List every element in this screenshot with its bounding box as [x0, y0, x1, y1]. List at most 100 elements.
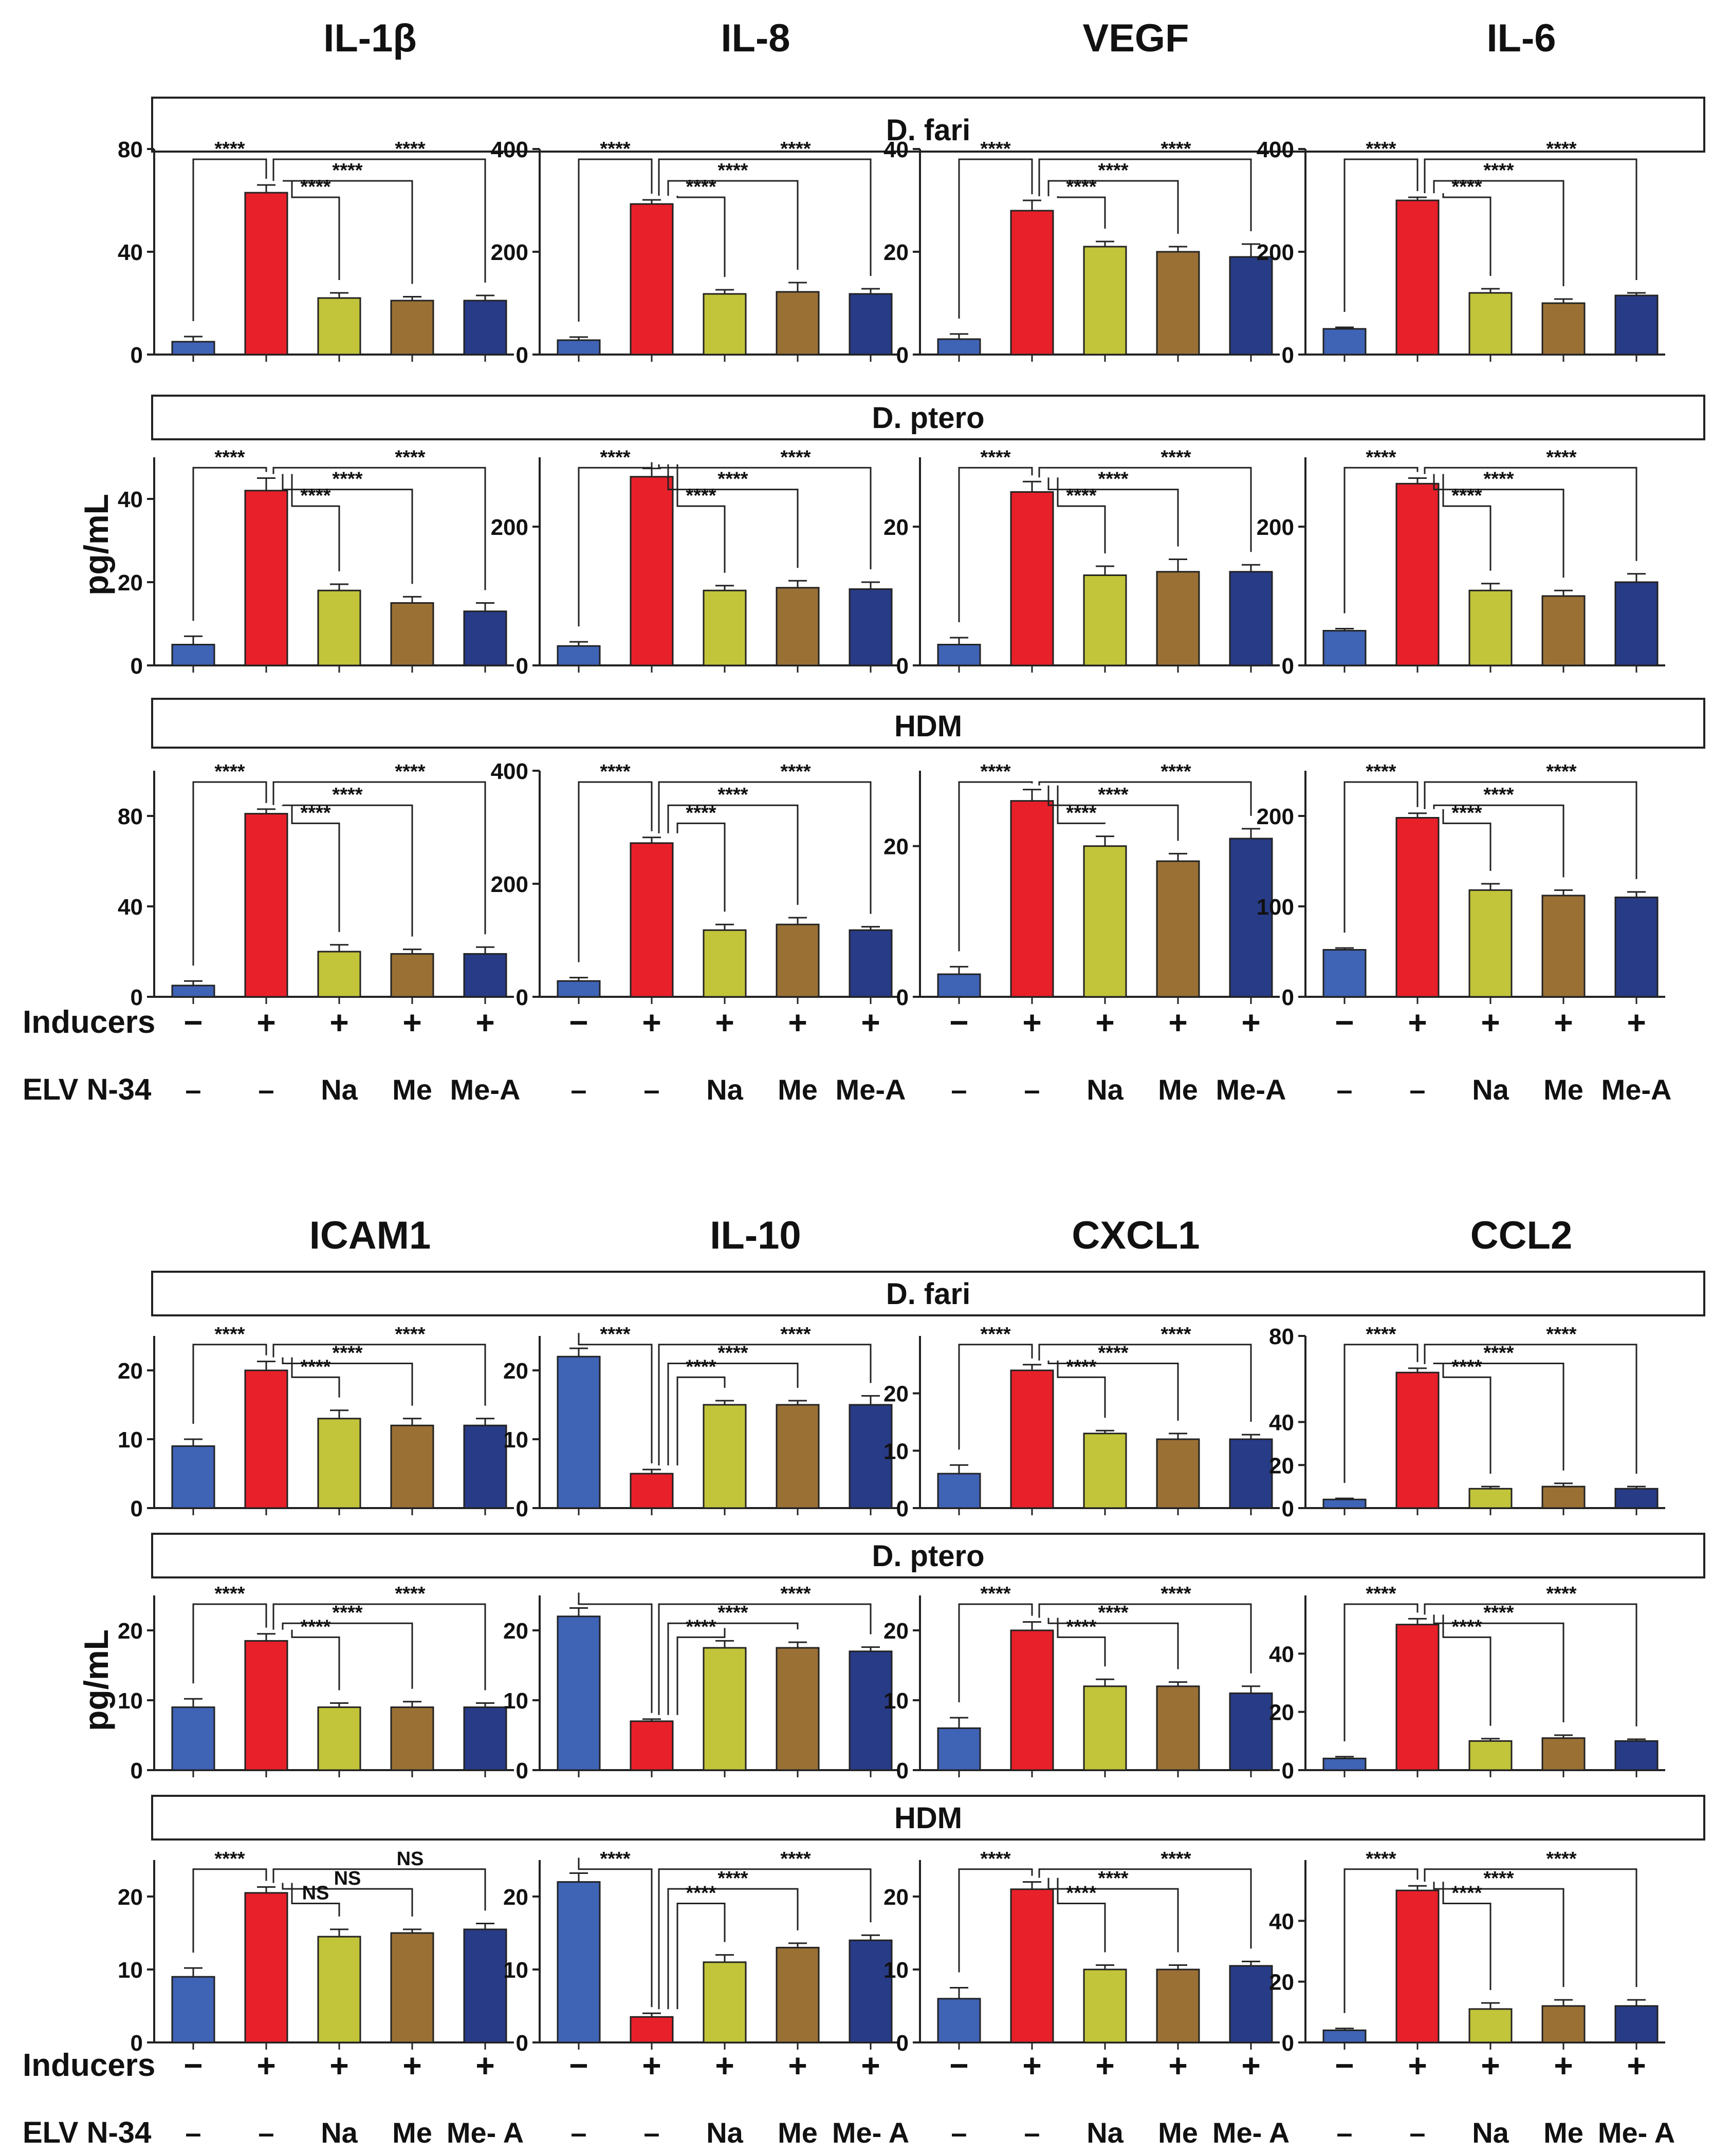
- significance-bracket: [676, 196, 726, 277]
- chart-panel-IL-1β-D. fari: 04080 **** ************: [118, 137, 514, 368]
- significance-bracket: [1433, 1363, 1564, 1471]
- bar-Na: [317, 589, 361, 666]
- inducers-row-label: Inducers: [23, 2048, 155, 2083]
- significance-bracket: [667, 804, 799, 905]
- inducer-sign: −: [949, 1004, 968, 1041]
- significance-bracket: [958, 158, 1033, 319]
- bar-Na: [1468, 1488, 1513, 1509]
- chart-title: ICAM1: [309, 1214, 431, 1257]
- significance-bracket: [282, 804, 413, 937]
- y-tick-label: 0: [1282, 1758, 1294, 1783]
- y-tick-label: 20: [118, 570, 143, 596]
- significance-label: ****: [600, 447, 630, 468]
- inducer-sign: +: [715, 2047, 734, 2084]
- y-tick-label: 20: [883, 1619, 909, 1644]
- chart-panel-CCL2-D. fari: 0204080 **** ************: [1269, 1324, 1665, 1521]
- bar-Control: [557, 1615, 601, 1771]
- y-tick-label: 0: [1282, 2031, 1294, 2056]
- significance-bracket: [1424, 1868, 1637, 1987]
- y-tick-label: 0: [516, 1496, 528, 1521]
- elv-treatment-label: Me-A: [1216, 1073, 1286, 1106]
- bar-Na: [1083, 1685, 1127, 1771]
- significance-bracket: [192, 1868, 267, 1953]
- y-tick-label: 10: [118, 1427, 143, 1453]
- significance-label: ****: [300, 1356, 330, 1378]
- significance-bracket: [658, 1868, 872, 2010]
- significance-label: ****: [600, 138, 630, 160]
- y-tick-label: 0: [896, 1758, 909, 1783]
- significance-bracket: [1442, 809, 1491, 871]
- significance-label: ****: [600, 1848, 630, 1870]
- bar-Na: [1468, 292, 1513, 356]
- significance-bracket: [1057, 1618, 1106, 1667]
- bar-Control: [1322, 630, 1367, 666]
- significance-label: ****: [1483, 1602, 1514, 1624]
- bar-Control: [557, 339, 601, 356]
- bar-Inducer: [630, 203, 674, 356]
- bar-Inducer: [1395, 482, 1440, 666]
- significance-bracket: [283, 180, 413, 284]
- significance-bracket: [291, 1357, 340, 1398]
- y-tick-label: 0: [896, 343, 909, 368]
- elv-treatment-label: Me: [1158, 2116, 1198, 2149]
- bar-Na: [703, 1961, 747, 2043]
- y-tick-label: 80: [118, 137, 143, 162]
- significance-label: ****: [1451, 176, 1482, 198]
- elv-treatment-label: Na: [321, 2116, 358, 2149]
- significance-bracket: [192, 781, 267, 966]
- bar-Control: [171, 644, 215, 666]
- inducer-sign: +: [1408, 2047, 1427, 2084]
- significance-bracket: [658, 1344, 872, 1465]
- condition-label: D. ptero: [872, 401, 984, 435]
- elv-treatment-label: –: [1409, 1073, 1425, 1106]
- significance-label: ****: [1098, 1343, 1128, 1364]
- chart-title: IL-1β: [323, 16, 417, 60]
- bar-Control: [1322, 1757, 1367, 1771]
- bar-Control: [171, 341, 215, 356]
- significance-label: ****: [1161, 1583, 1191, 1605]
- y-tick-label: 0: [131, 1758, 143, 1783]
- bar-Me-A: [849, 293, 893, 356]
- significance-bracket: [291, 181, 340, 280]
- significance-bracket: [1047, 477, 1179, 547]
- inducer-sign: +: [1627, 2047, 1646, 2084]
- chart-panel-IL-10-D. ptero: 01020************: [503, 1583, 899, 1783]
- bar-Me-A: [849, 588, 893, 666]
- bar-Me-A: [1614, 1488, 1659, 1509]
- y-tick-label: 200: [1257, 240, 1294, 265]
- elv-treatment-label: –: [1336, 2116, 1352, 2149]
- significance-bracket: [676, 1376, 726, 1465]
- significance-bracket: [578, 781, 653, 962]
- bar-Me-A: [463, 610, 507, 666]
- chart-title: CXCL1: [1072, 1214, 1200, 1257]
- significance-bracket: [578, 1592, 653, 1713]
- inducer-sign: +: [1408, 1004, 1427, 1041]
- inducer-sign: +: [475, 1004, 494, 1041]
- significance-label: ****: [1366, 1848, 1396, 1870]
- significance-label: ****: [1546, 138, 1576, 160]
- chart-panel-VEGF-D. ptero: 020**** ************: [883, 447, 1280, 679]
- y-tick-label: 0: [516, 985, 528, 1010]
- y-tick-label: 0: [896, 985, 909, 1010]
- condition-box: [151, 97, 1705, 153]
- bar-Inducer: [1010, 800, 1054, 998]
- bar-Na: [703, 1404, 747, 1509]
- significance-label: ****: [1066, 1616, 1096, 1638]
- bar-Na: [703, 589, 747, 666]
- significance-bracket: [958, 1868, 1033, 1973]
- inducer-sign: +: [861, 2047, 880, 2084]
- significance-label: ****: [686, 176, 716, 198]
- inducer-sign: +: [861, 1004, 880, 1041]
- bar-Na: [1468, 1740, 1513, 1771]
- significance-label: ****: [395, 761, 425, 783]
- bar-Inducer: [244, 813, 288, 998]
- significance-bracket: [1424, 1344, 1637, 1474]
- bar-Me: [776, 587, 820, 666]
- y-tick-label: 0: [896, 2031, 909, 2056]
- y-tick-label: 0: [516, 2031, 528, 2056]
- elv-treatment-label: Na: [1087, 1073, 1124, 1106]
- significance-bracket: [1433, 1614, 1564, 1722]
- significance-label: ****: [980, 138, 1010, 160]
- bar-Me: [1156, 1438, 1200, 1509]
